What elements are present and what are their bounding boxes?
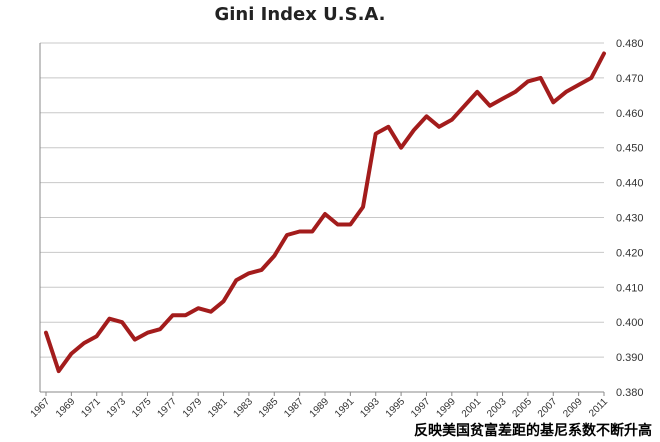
x-tick-label: 1977 [155,396,179,420]
y-tick-label: 0.390 [616,352,644,364]
y-tick-label: 0.480 [616,38,644,50]
y-tick-label: 0.460 [616,108,644,120]
x-tick-label: 1979 [181,396,205,420]
y-tick-label: 0.470 [616,73,644,85]
x-tick-label: 1997 [409,396,433,420]
x-tick-labels: 1967 1969 1971 1973 1975 1977 1979 1981 1983 1985… [29,392,610,420]
chart-title: Gini Index U.S.A. [214,4,386,25]
x-tick-label: 2003 [485,396,509,420]
x-tick-label: 1983 [232,396,256,420]
x-tick-label: 1985 [257,396,281,420]
x-tick-label: 1971 [79,396,103,420]
y-tick-label: 0.420 [616,247,644,259]
y-tick-label: 0.380 [616,387,644,399]
x-tick-label: 1975 [130,396,154,420]
y-tick-labels: 0.480 0.470 0.460 0.450 0.440 0.430 0.420 0.410… [616,38,644,399]
x-tick-label: 1973 [105,396,129,420]
gini-series-line [44,51,606,374]
x-tick-label: 1993 [358,396,382,420]
x-tick-label: 2007 [536,396,560,420]
y-tick-label: 0.410 [616,282,644,294]
y-tick-label: 0.450 [616,143,644,155]
x-tick-label: 1989 [308,396,332,420]
x-tick-label: 1995 [384,396,408,420]
x-tick-label: 1981 [206,396,230,420]
x-tick-label: 2011 [587,396,610,419]
x-tick-label: 1987 [282,396,306,420]
x-tick-label: 1969 [54,396,78,420]
caption-text: 反映美国贫富差距的基尼系数不断升高 [412,420,654,440]
y-tick-label: 0.400 [616,317,644,329]
y-tick-label: 0.440 [616,178,644,190]
x-tick-label: 2001 [460,396,484,420]
x-tick-label: 1999 [434,396,458,420]
x-tick-label: 2009 [561,396,585,420]
x-tick-label: 2005 [511,396,535,420]
y-tick-label: 0.430 [616,213,644,225]
x-tick-label: 1967 [29,396,53,420]
x-tick-label: 1991 [333,396,357,420]
